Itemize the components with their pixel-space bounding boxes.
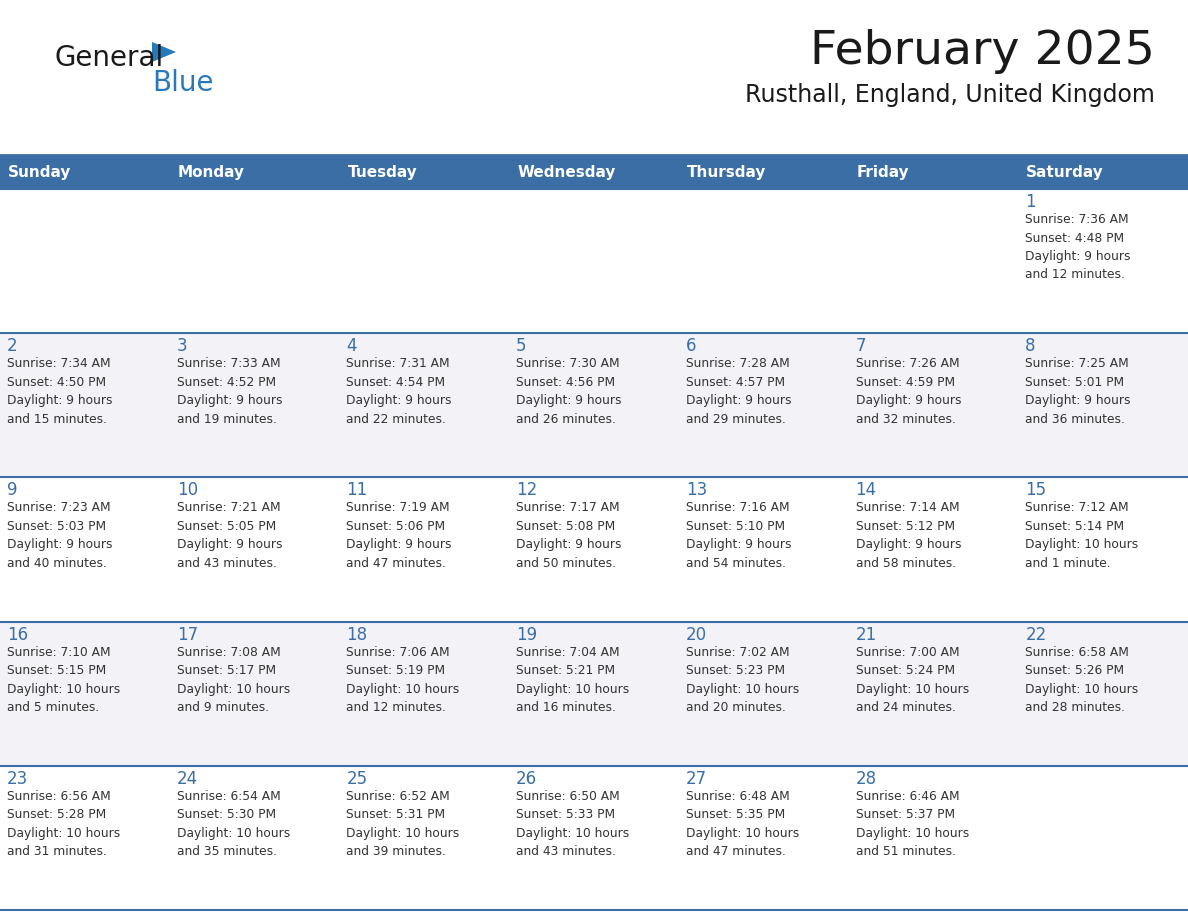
Bar: [0, 766, 1188, 910]
Text: Sunrise: 7:31 AM
Sunset: 4:54 PM
Daylight: 9 hours
and 22 minutes.: Sunrise: 7:31 AM Sunset: 4:54 PM Dayligh…: [347, 357, 451, 426]
Text: 9: 9: [7, 481, 18, 499]
Text: Sunrise: 7:36 AM
Sunset: 4:48 PM
Daylight: 9 hours
and 12 minutes.: Sunrise: 7:36 AM Sunset: 4:48 PM Dayligh…: [1025, 213, 1131, 282]
Text: 23: 23: [7, 770, 29, 788]
Text: Sunrise: 7:16 AM
Sunset: 5:10 PM
Daylight: 9 hours
and 54 minutes.: Sunrise: 7:16 AM Sunset: 5:10 PM Dayligh…: [685, 501, 791, 570]
Text: 14: 14: [855, 481, 877, 499]
Text: Sunrise: 7:25 AM
Sunset: 5:01 PM
Daylight: 9 hours
and 36 minutes.: Sunrise: 7:25 AM Sunset: 5:01 PM Dayligh…: [1025, 357, 1131, 426]
Bar: [0, 621, 1188, 766]
Bar: [0, 333, 1188, 477]
Text: 18: 18: [347, 625, 367, 644]
Text: 27: 27: [685, 770, 707, 788]
Text: Sunrise: 7:10 AM
Sunset: 5:15 PM
Daylight: 10 hours
and 5 minutes.: Sunrise: 7:10 AM Sunset: 5:15 PM Dayligh…: [7, 645, 120, 714]
Text: 17: 17: [177, 625, 198, 644]
Text: Sunday: Sunday: [8, 164, 71, 180]
Text: 16: 16: [7, 625, 29, 644]
Text: 1: 1: [1025, 193, 1036, 211]
Text: 10: 10: [177, 481, 198, 499]
Text: Monday: Monday: [178, 164, 245, 180]
Text: Saturday: Saturday: [1026, 164, 1104, 180]
Bar: [0, 189, 1188, 333]
Text: February 2025: February 2025: [810, 29, 1155, 74]
Text: Sunrise: 6:46 AM
Sunset: 5:37 PM
Daylight: 10 hours
and 51 minutes.: Sunrise: 6:46 AM Sunset: 5:37 PM Dayligh…: [855, 789, 969, 858]
Text: 19: 19: [516, 625, 537, 644]
Text: Sunrise: 6:52 AM
Sunset: 5:31 PM
Daylight: 10 hours
and 39 minutes.: Sunrise: 6:52 AM Sunset: 5:31 PM Dayligh…: [347, 789, 460, 858]
Text: Sunrise: 6:58 AM
Sunset: 5:26 PM
Daylight: 10 hours
and 28 minutes.: Sunrise: 6:58 AM Sunset: 5:26 PM Dayligh…: [1025, 645, 1138, 714]
Text: Sunrise: 7:23 AM
Sunset: 5:03 PM
Daylight: 9 hours
and 40 minutes.: Sunrise: 7:23 AM Sunset: 5:03 PM Dayligh…: [7, 501, 113, 570]
Text: Blue: Blue: [152, 69, 214, 97]
Text: 2: 2: [7, 337, 18, 355]
Text: Sunrise: 7:17 AM
Sunset: 5:08 PM
Daylight: 9 hours
and 50 minutes.: Sunrise: 7:17 AM Sunset: 5:08 PM Dayligh…: [516, 501, 621, 570]
Text: 8: 8: [1025, 337, 1036, 355]
Text: 13: 13: [685, 481, 707, 499]
Text: Sunrise: 7:30 AM
Sunset: 4:56 PM
Daylight: 9 hours
and 26 minutes.: Sunrise: 7:30 AM Sunset: 4:56 PM Dayligh…: [516, 357, 621, 426]
Text: 12: 12: [516, 481, 537, 499]
Text: 28: 28: [855, 770, 877, 788]
Text: 22: 22: [1025, 625, 1047, 644]
Text: Tuesday: Tuesday: [347, 164, 417, 180]
Text: Sunrise: 7:14 AM
Sunset: 5:12 PM
Daylight: 9 hours
and 58 minutes.: Sunrise: 7:14 AM Sunset: 5:12 PM Dayligh…: [855, 501, 961, 570]
Text: Sunrise: 6:54 AM
Sunset: 5:30 PM
Daylight: 10 hours
and 35 minutes.: Sunrise: 6:54 AM Sunset: 5:30 PM Dayligh…: [177, 789, 290, 858]
Text: Sunrise: 6:48 AM
Sunset: 5:35 PM
Daylight: 10 hours
and 47 minutes.: Sunrise: 6:48 AM Sunset: 5:35 PM Dayligh…: [685, 789, 800, 858]
Text: 5: 5: [516, 337, 526, 355]
Text: Rusthall, England, United Kingdom: Rusthall, England, United Kingdom: [745, 83, 1155, 107]
Text: Sunrise: 7:34 AM
Sunset: 4:50 PM
Daylight: 9 hours
and 15 minutes.: Sunrise: 7:34 AM Sunset: 4:50 PM Dayligh…: [7, 357, 113, 426]
Text: Sunrise: 7:33 AM
Sunset: 4:52 PM
Daylight: 9 hours
and 19 minutes.: Sunrise: 7:33 AM Sunset: 4:52 PM Dayligh…: [177, 357, 283, 426]
Text: Sunrise: 7:06 AM
Sunset: 5:19 PM
Daylight: 10 hours
and 12 minutes.: Sunrise: 7:06 AM Sunset: 5:19 PM Dayligh…: [347, 645, 460, 714]
Text: Sunrise: 6:50 AM
Sunset: 5:33 PM
Daylight: 10 hours
and 43 minutes.: Sunrise: 6:50 AM Sunset: 5:33 PM Dayligh…: [516, 789, 630, 858]
Text: Sunrise: 7:04 AM
Sunset: 5:21 PM
Daylight: 10 hours
and 16 minutes.: Sunrise: 7:04 AM Sunset: 5:21 PM Dayligh…: [516, 645, 630, 714]
Text: 21: 21: [855, 625, 877, 644]
Text: 15: 15: [1025, 481, 1047, 499]
Text: Sunrise: 7:02 AM
Sunset: 5:23 PM
Daylight: 10 hours
and 20 minutes.: Sunrise: 7:02 AM Sunset: 5:23 PM Dayligh…: [685, 645, 800, 714]
Text: Wednesday: Wednesday: [517, 164, 615, 180]
Text: Thursday: Thursday: [687, 164, 766, 180]
Text: 4: 4: [347, 337, 356, 355]
Text: Sunrise: 7:26 AM
Sunset: 4:59 PM
Daylight: 9 hours
and 32 minutes.: Sunrise: 7:26 AM Sunset: 4:59 PM Dayligh…: [855, 357, 961, 426]
Text: 26: 26: [516, 770, 537, 788]
Text: Sunrise: 6:56 AM
Sunset: 5:28 PM
Daylight: 10 hours
and 31 minutes.: Sunrise: 6:56 AM Sunset: 5:28 PM Dayligh…: [7, 789, 120, 858]
Text: 25: 25: [347, 770, 367, 788]
Text: 7: 7: [855, 337, 866, 355]
Text: Friday: Friday: [857, 164, 909, 180]
Text: Sunrise: 7:08 AM
Sunset: 5:17 PM
Daylight: 10 hours
and 9 minutes.: Sunrise: 7:08 AM Sunset: 5:17 PM Dayligh…: [177, 645, 290, 714]
Bar: [0, 477, 1188, 621]
Text: Sunrise: 7:28 AM
Sunset: 4:57 PM
Daylight: 9 hours
and 29 minutes.: Sunrise: 7:28 AM Sunset: 4:57 PM Dayligh…: [685, 357, 791, 426]
Text: 11: 11: [347, 481, 367, 499]
Bar: [0, 155, 1188, 189]
Text: General: General: [55, 44, 164, 72]
Text: 3: 3: [177, 337, 188, 355]
Text: Sunrise: 7:19 AM
Sunset: 5:06 PM
Daylight: 9 hours
and 47 minutes.: Sunrise: 7:19 AM Sunset: 5:06 PM Dayligh…: [347, 501, 451, 570]
Text: 6: 6: [685, 337, 696, 355]
Text: Sunrise: 7:00 AM
Sunset: 5:24 PM
Daylight: 10 hours
and 24 minutes.: Sunrise: 7:00 AM Sunset: 5:24 PM Dayligh…: [855, 645, 969, 714]
Text: Sunrise: 7:12 AM
Sunset: 5:14 PM
Daylight: 10 hours
and 1 minute.: Sunrise: 7:12 AM Sunset: 5:14 PM Dayligh…: [1025, 501, 1138, 570]
Polygon shape: [152, 42, 176, 62]
Text: Sunrise: 7:21 AM
Sunset: 5:05 PM
Daylight: 9 hours
and 43 minutes.: Sunrise: 7:21 AM Sunset: 5:05 PM Dayligh…: [177, 501, 283, 570]
Text: 24: 24: [177, 770, 198, 788]
Text: 20: 20: [685, 625, 707, 644]
